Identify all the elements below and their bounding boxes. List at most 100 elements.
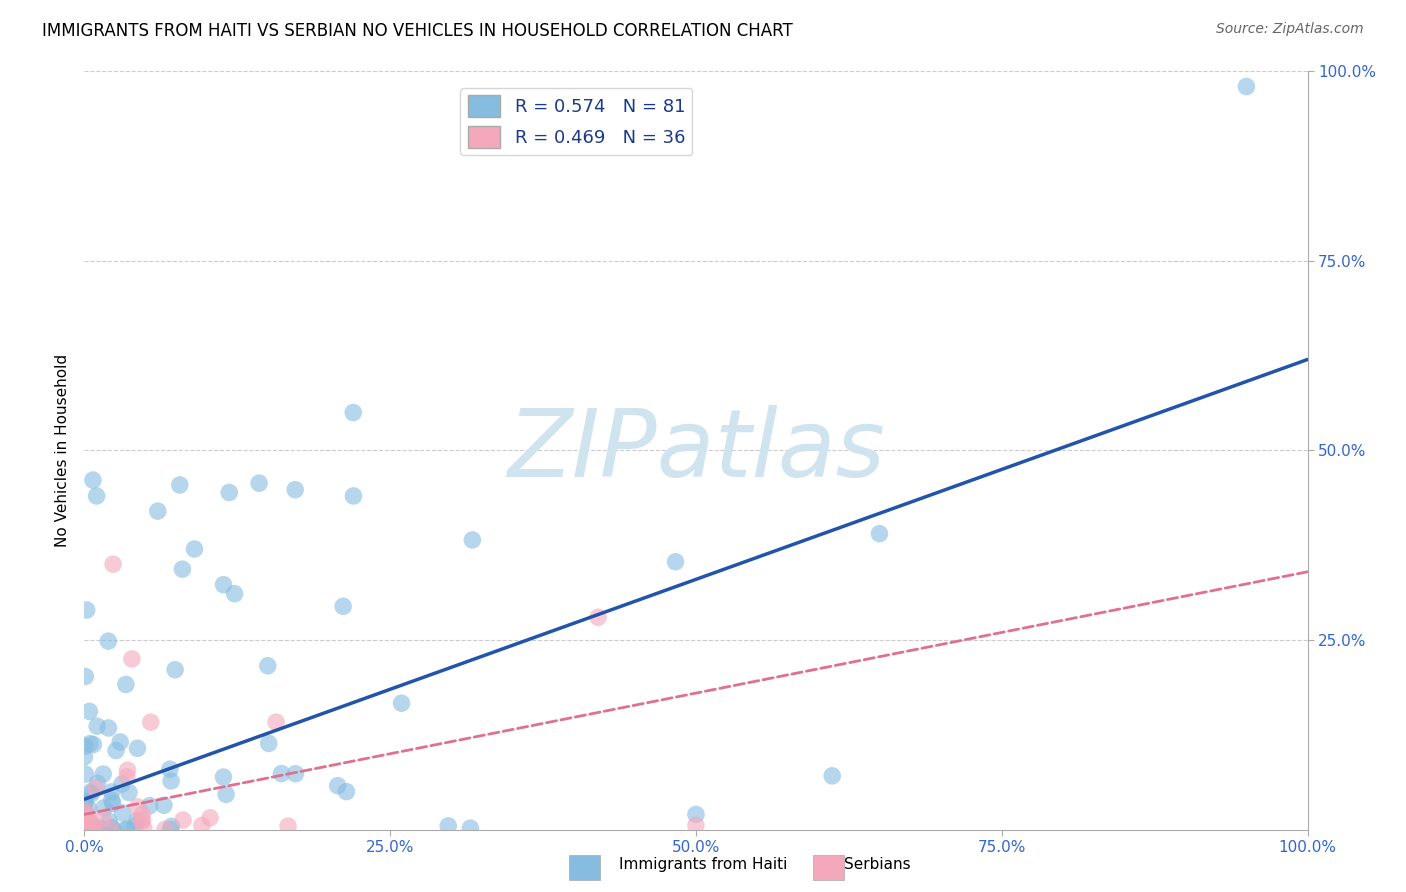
- Point: [664, 555, 686, 569]
- Point: [125, 814, 148, 828]
- Point: [76, 822, 98, 837]
- Point: [118, 785, 141, 799]
- Point: [335, 784, 357, 798]
- Y-axis label: No Vehicles in Household: No Vehicles in Household: [55, 354, 70, 547]
- Point: [124, 819, 146, 833]
- Point: [247, 476, 270, 491]
- Point: [75, 767, 97, 781]
- Point: [83, 819, 105, 833]
- Point: [75, 739, 97, 754]
- Point: [75, 805, 97, 819]
- Point: [342, 489, 364, 503]
- Point: [86, 719, 108, 733]
- Point: [77, 811, 100, 825]
- Point: [73, 796, 96, 810]
- Point: [198, 811, 221, 825]
- Point: [75, 817, 97, 831]
- Point: [73, 816, 96, 830]
- Point: [121, 652, 143, 666]
- Point: [101, 822, 124, 837]
- Point: [172, 813, 194, 827]
- Point: [117, 822, 139, 836]
- Point: [153, 822, 176, 837]
- Point: [264, 715, 287, 730]
- Point: [1236, 79, 1258, 94]
- Point: [153, 798, 176, 813]
- Point: [326, 779, 349, 793]
- Point: [111, 777, 134, 791]
- Text: Immigrants from Haiti: Immigrants from Haiti: [619, 857, 787, 872]
- Point: [391, 696, 413, 710]
- Point: [172, 562, 194, 576]
- Point: [461, 533, 484, 547]
- Legend: R = 0.574   N = 81, R = 0.469   N = 36: R = 0.574 N = 81, R = 0.469 N = 36: [460, 88, 692, 155]
- Point: [224, 587, 246, 601]
- Point: [139, 798, 162, 813]
- Point: [212, 577, 235, 591]
- Point: [165, 663, 187, 677]
- Point: [437, 819, 460, 833]
- Point: [75, 817, 97, 831]
- Point: [100, 821, 122, 835]
- Point: [79, 785, 101, 799]
- Point: [73, 805, 96, 819]
- Point: [93, 801, 115, 815]
- Point: [77, 822, 100, 837]
- Point: [115, 677, 138, 691]
- Point: [101, 557, 124, 572]
- Point: [75, 822, 97, 837]
- Point: [75, 795, 97, 809]
- Point: [86, 489, 108, 503]
- Point: [84, 780, 107, 795]
- Point: [215, 788, 238, 802]
- Point: [73, 750, 96, 764]
- Point: [131, 814, 153, 828]
- Point: [98, 814, 121, 829]
- Point: [586, 610, 609, 624]
- Point: [90, 822, 112, 836]
- Point: [139, 715, 162, 730]
- Point: [685, 807, 707, 822]
- Point: [97, 721, 120, 735]
- Point: [76, 603, 98, 617]
- Point: [869, 526, 891, 541]
- Text: Serbians: Serbians: [844, 857, 910, 872]
- Point: [76, 822, 98, 837]
- Point: [132, 821, 155, 835]
- Point: [91, 767, 114, 781]
- Point: [100, 785, 122, 799]
- Point: [183, 542, 205, 557]
- Point: [80, 787, 103, 801]
- Point: [100, 793, 122, 807]
- Text: ZIPatlas: ZIPatlas: [508, 405, 884, 496]
- Point: [127, 741, 149, 756]
- Point: [108, 735, 131, 749]
- Point: [86, 776, 108, 790]
- Point: [160, 774, 183, 789]
- Point: [212, 770, 235, 784]
- Point: [169, 478, 191, 492]
- Point: [77, 801, 100, 815]
- Text: Source: ZipAtlas.com: Source: ZipAtlas.com: [1216, 22, 1364, 37]
- Point: [100, 822, 122, 837]
- Point: [131, 807, 153, 822]
- Point: [105, 743, 128, 757]
- Text: IMMIGRANTS FROM HAITI VS SERBIAN NO VEHICLES IN HOUSEHOLD CORRELATION CHART: IMMIGRANTS FROM HAITI VS SERBIAN NO VEHI…: [42, 22, 793, 40]
- Point: [77, 815, 100, 830]
- Point: [84, 822, 107, 836]
- Point: [460, 821, 482, 835]
- Point: [117, 763, 139, 777]
- Point: [76, 821, 98, 835]
- Point: [73, 820, 96, 834]
- Point: [115, 770, 138, 784]
- Point: [821, 769, 844, 783]
- Point: [101, 797, 124, 811]
- Point: [79, 818, 101, 832]
- Point: [114, 822, 136, 837]
- Point: [332, 599, 354, 614]
- Point: [91, 811, 114, 825]
- Point: [342, 405, 364, 420]
- Point: [82, 738, 104, 752]
- Point: [146, 504, 169, 518]
- Point: [82, 473, 104, 487]
